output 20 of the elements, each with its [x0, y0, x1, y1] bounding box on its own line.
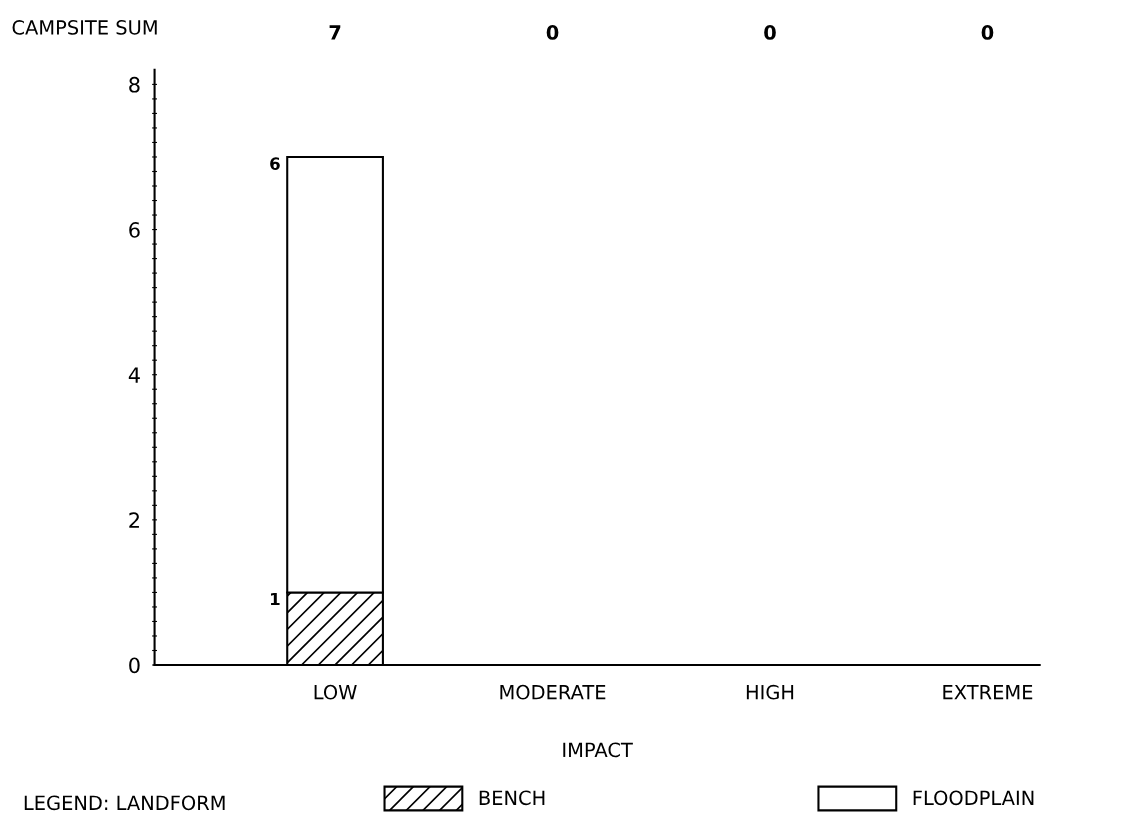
- x-tick-label: LOW: [314, 684, 357, 700]
- legend-title: LEGEND: LANDFORM: [24, 795, 225, 811]
- y-tick-label: 4: [128, 367, 140, 383]
- x-tick-label: EXTREME: [943, 685, 1033, 700]
- x-tick-label: MODERATE: [500, 684, 606, 700]
- text: 0: [764, 25, 776, 40]
- x-axis-title: IMPACT: [563, 742, 633, 758]
- x-tick-label: HIGH: [746, 684, 794, 700]
- y-tick-label: 6: [129, 222, 140, 238]
- y-tick-label: 2: [129, 512, 139, 528]
- text: 7: [329, 25, 341, 40]
- legend-label: BENCH: [479, 790, 545, 806]
- data-label: 1: [270, 592, 280, 606]
- y-tick-label: 0: [129, 657, 140, 674]
- text: 0: [981, 25, 994, 40]
- y-tick-label: 8: [129, 76, 140, 93]
- text: CAMPSITE SUM: [12, 20, 157, 35]
- legend-label: FLOODPLAIN: [913, 790, 1034, 806]
- data-label: 6: [270, 157, 280, 170]
- text: 0: [546, 25, 559, 40]
